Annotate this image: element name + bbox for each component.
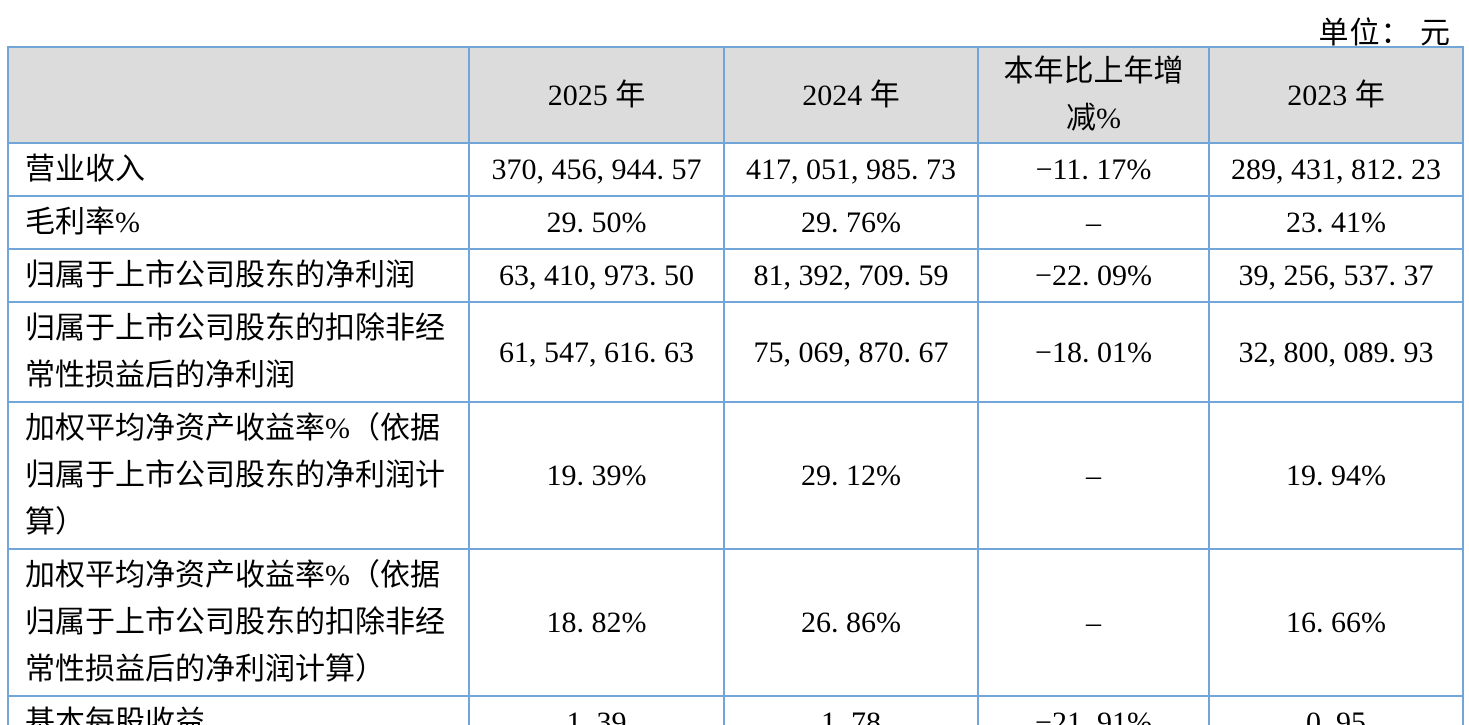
- cell-yoy: –: [977, 195, 1210, 250]
- financial-summary-table: 2025 年 2024 年 本年比上年增 减% 2023 年 营业收入 370, …: [7, 46, 1464, 725]
- table-row: 归属于上市公司股东的扣除非经常性损益后的净利润 61, 547, 616. 63 7…: [7, 301, 1464, 403]
- cell-yoy: −18. 01%: [977, 301, 1210, 403]
- col-header-2024: 2024 年: [723, 46, 979, 144]
- table-row: 归属于上市公司股东的净利润 63, 410, 973. 50 81, 392, 70…: [7, 248, 1464, 303]
- table-row: 营业收入 370, 456, 944. 57 417, 051, 985. 73 −1…: [7, 142, 1464, 197]
- col-header-2023: 2023 年: [1208, 46, 1464, 144]
- cell-y2025: 29. 50%: [468, 195, 725, 250]
- row-label: 归属于上市公司股东的扣除非经常性损益后的净利润: [7, 301, 470, 403]
- col-header-yoy-change: 本年比上年增 减%: [977, 46, 1210, 144]
- table-row: 毛利率% 29. 50% 29. 76% –23. 41%: [7, 195, 1464, 250]
- unit-label: 单位： 元: [1318, 17, 1451, 50]
- cell-y2024: 417, 051, 985. 73: [723, 142, 979, 197]
- cell-y2025: 1. 39: [468, 695, 725, 725]
- cell-y2024: 1. 78: [723, 695, 979, 725]
- cell-y2023: 16. 66%: [1208, 548, 1464, 697]
- cell-y2024: 29. 76%: [723, 195, 979, 250]
- row-label: 加权平均净资产收益率%（依据归属于上市公司股东的净利润计算）: [7, 401, 470, 550]
- cell-y2024: 26. 86%: [723, 548, 979, 697]
- cell-yoy: −21. 91%: [977, 695, 1210, 725]
- cell-y2024: 75, 069, 870. 67: [723, 301, 979, 403]
- cell-yoy: –: [977, 401, 1210, 550]
- table-row: 加权平均净资产收益率%（依据归属于上市公司股东的净利润计算） 19. 39% 29.…: [7, 401, 1464, 550]
- table-header: 2025 年 2024 年 本年比上年增 减% 2023 年: [7, 46, 1464, 144]
- header-row: 2025 年 2024 年 本年比上年增 减% 2023 年: [7, 46, 1464, 144]
- cell-y2023: 23. 41%: [1208, 195, 1464, 250]
- cell-y2024: 29. 12%: [723, 401, 979, 550]
- table-row: 加权平均净资产收益率%（依据归属于上市公司股东的扣除非经常性损益后的净利润计算）…: [7, 548, 1464, 697]
- cell-yoy: −22. 09%: [977, 248, 1210, 303]
- row-label: 基本每股收益: [7, 695, 470, 725]
- row-label: 营业收入: [7, 142, 470, 197]
- cell-yoy: –: [977, 548, 1210, 697]
- cell-y2023: 0. 95: [1208, 695, 1464, 725]
- row-label: 毛利率%: [7, 195, 470, 250]
- cell-y2023: 39, 256, 537. 37: [1208, 248, 1464, 303]
- row-label: 归属于上市公司股东的净利润: [7, 248, 470, 303]
- cell-y2025: 18. 82%: [468, 548, 725, 697]
- cell-y2025: 63, 410, 973. 50: [468, 248, 725, 303]
- cell-y2024: 81, 392, 709. 59: [723, 248, 979, 303]
- cell-y2023: 19. 94%: [1208, 401, 1464, 550]
- cell-y2025: 370, 456, 944. 57: [468, 142, 725, 197]
- cell-yoy: −11. 17%: [977, 142, 1210, 197]
- cell-y2023: 289, 431, 812. 23: [1208, 142, 1464, 197]
- row-label: 加权平均净资产收益率%（依据归属于上市公司股东的扣除非经常性损益后的净利润计算）: [7, 548, 470, 697]
- table-body: 营业收入 370, 456, 944. 57 417, 051, 985. 73 −1…: [7, 142, 1464, 725]
- cell-y2023: 32, 800, 089. 93: [1208, 301, 1464, 403]
- col-header-2025: 2025 年: [468, 46, 725, 144]
- cell-y2025: 19. 39%: [468, 401, 725, 550]
- cell-y2025: 61, 547, 616. 63: [468, 301, 725, 403]
- col-header-blank: [7, 46, 470, 144]
- table-row: 基本每股收益 1. 39 1. 78 −21. 91% 0. 95: [7, 695, 1464, 725]
